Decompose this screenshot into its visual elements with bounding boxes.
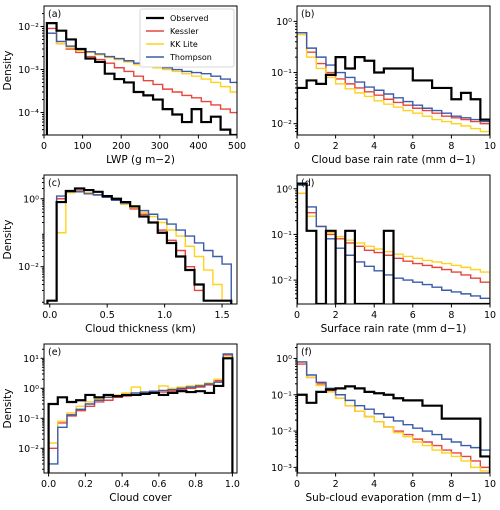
x-tick-label: 2 <box>333 141 339 152</box>
y-tick-label: 10⁻¹ <box>271 390 292 401</box>
y-tick-label: 10⁻² <box>271 119 292 130</box>
panel-label: (f) <box>301 347 312 358</box>
y-tick-label: 10⁰ <box>23 384 39 395</box>
legend-label: KK Lite <box>170 40 198 49</box>
x-tick-label: 1.5 <box>215 310 230 321</box>
plot-frame <box>296 343 491 474</box>
x-axis-label: Sub-cloud evaporation (mm d−1) <box>305 492 481 504</box>
x-tick-label: 0 <box>294 479 300 490</box>
x-tick-label: 6 <box>410 141 416 152</box>
y-axis-label: Density <box>2 51 14 91</box>
x-tick-label: 400 <box>189 141 207 152</box>
x-tick-label: 0 <box>41 141 47 152</box>
y-tick-label: 10⁻³ <box>271 463 292 474</box>
x-axis-label: Surface rain rate (mm d−1) <box>321 323 467 335</box>
series-kessler-step <box>46 27 237 135</box>
y-tick-label: 10⁻² <box>18 444 39 455</box>
x-tick-label: 0.5 <box>100 310 115 321</box>
x-tick-label: 4 <box>371 479 377 490</box>
y-tick-label: 10⁻² <box>18 262 39 273</box>
x-tick-label: 10 <box>484 141 496 152</box>
panel-d: 0 2 4 6 8 10 10⁻² 10⁻¹ 10⁰ (d) Surface rain rate (… <box>271 174 496 335</box>
y-tick-label: 10⁰ <box>23 194 39 205</box>
panel-label: (a) <box>48 9 61 20</box>
x-tick-label: 1.0 <box>225 479 240 490</box>
panel-label: (b) <box>301 9 314 20</box>
x-tick-label: 8 <box>448 310 454 321</box>
x-tick-label: 0 <box>294 310 300 321</box>
legend-label: Thompson <box>169 53 212 62</box>
x-tick-label: 0.8 <box>188 479 203 490</box>
y-tick-label: 10¹ <box>23 354 39 365</box>
x-tick-label: 6 <box>410 310 416 321</box>
plot-frame <box>43 5 238 136</box>
x-tick-label: 0.4 <box>115 479 130 490</box>
x-axis-label: LWP (g m−2) <box>106 154 175 166</box>
panel-b: 0 2 4 6 8 10 10⁻² 10⁻¹ 10⁰ (b) Cloud base rain rat… <box>271 5 496 166</box>
y-axis-label: Density <box>2 220 14 260</box>
legend-label: Kessler <box>170 27 199 36</box>
x-tick-label: 100 <box>74 141 92 152</box>
y-tick-label: 10⁻² <box>18 22 39 33</box>
x-tick-label: 0.0 <box>41 479 56 490</box>
x-tick-label: 4 <box>371 141 377 152</box>
series-thompson-step <box>297 361 490 473</box>
y-tick-label: 10⁻¹ <box>271 230 292 241</box>
y-tick-label: 10⁻² <box>271 427 292 438</box>
x-tick-label: 2 <box>333 310 339 321</box>
series-observed-step <box>297 182 490 304</box>
x-tick-label: 500 <box>228 141 246 152</box>
series-observed-step <box>297 56 490 135</box>
series-observed-step <box>297 385 490 473</box>
panel-label: (d) <box>301 178 314 189</box>
y-tick-label: 10⁻¹ <box>18 414 39 425</box>
x-tick-label: 8 <box>448 479 454 490</box>
x-tick-label: 10 <box>484 479 496 490</box>
x-tick-label: 2 <box>333 479 339 490</box>
y-axis-label: Density <box>2 389 14 429</box>
plot-frame <box>43 343 238 474</box>
legend: Observed Kessler KK Lite Thompson <box>139 8 235 68</box>
y-tick-label: 10⁰ <box>276 354 292 365</box>
y-tick-label: 10⁻³ <box>18 65 39 76</box>
legend-label: Observed <box>170 14 209 23</box>
series-observed-step <box>46 187 233 304</box>
x-tick-label: 300 <box>151 141 169 152</box>
series-observed-step <box>47 357 234 473</box>
plot-frame <box>296 174 491 305</box>
x-tick-label: 0 <box>294 141 300 152</box>
y-tick-label: 10⁻¹ <box>271 68 292 79</box>
series-thompson-step <box>47 353 234 473</box>
x-axis-label: Cloud base rain rate (mm d−1) <box>311 154 475 166</box>
legend-box <box>139 8 235 68</box>
series-observed-step <box>45 22 237 135</box>
x-tick-label: 1.0 <box>157 310 172 321</box>
panel-a: 0 100 200 300 400 500 10⁻⁴ 10⁻³ 10⁻² (a) LWP (g m−… <box>2 5 246 166</box>
x-tick-label: 4 <box>371 310 377 321</box>
x-tick-label: 0.6 <box>151 479 166 490</box>
plot-frame <box>296 5 491 136</box>
x-tick-label: 0.2 <box>78 479 93 490</box>
y-tick-label: 10⁻² <box>271 276 292 287</box>
panel-c: 0.0 0.5 1.0 1.5 10⁻² 10⁰ (c) Cloud thickness (k… <box>2 174 238 335</box>
x-tick-label: 8 <box>448 141 454 152</box>
panel-label: (c) <box>48 178 61 189</box>
x-tick-label: 0.0 <box>42 310 57 321</box>
x-axis-label: Cloud cover <box>109 492 172 504</box>
x-tick-label: 200 <box>112 141 130 152</box>
plot-frame <box>43 174 238 305</box>
y-tick-label: 10⁰ <box>276 17 292 28</box>
y-tick-label: 10⁻⁴ <box>18 108 39 119</box>
series-thompson-step <box>297 32 490 135</box>
x-axis-label: Cloud thickness (km) <box>85 323 196 335</box>
panel-e: 0.0 0.2 0.4 0.6 0.8 1.0 10⁻² 10⁻¹ 10⁰ 10¹ (e) Cloud… <box>2 343 240 504</box>
y-tick-label: 10⁰ <box>276 184 292 195</box>
x-tick-label: 10 <box>484 310 496 321</box>
x-tick-label: 6 <box>410 479 416 490</box>
panel-f: 0 2 4 6 8 10 10⁻³ 10⁻² 10⁻¹ 10⁰ (f) Sub-cloud evapo… <box>271 343 496 504</box>
panel-label: (e) <box>48 347 61 358</box>
